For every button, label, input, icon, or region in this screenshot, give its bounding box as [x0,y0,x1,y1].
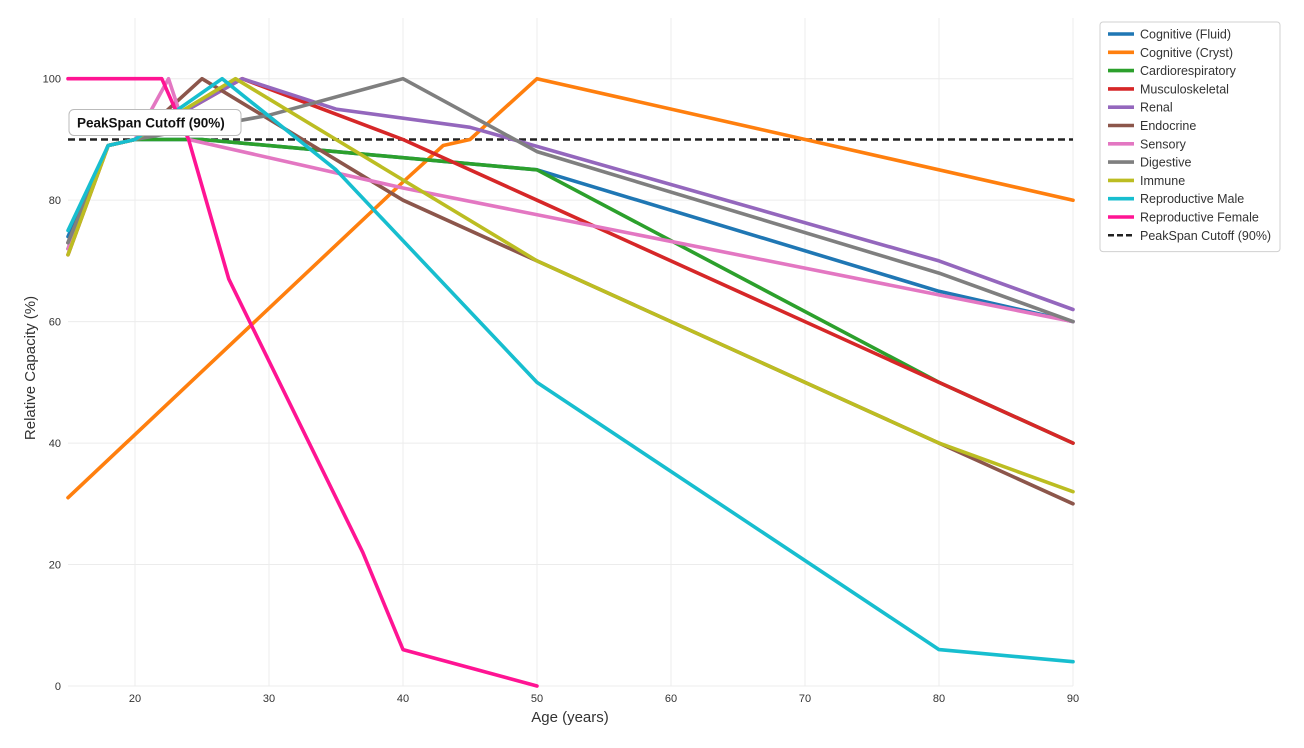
y-axis-label: Relative Capacity (%) [22,296,39,440]
annotation-box [68,108,242,136]
y-tick-label: 60 [49,317,61,329]
x-tick-label: 50 [531,693,543,705]
legend-label: Cardiorespiratory [1140,64,1237,78]
series-line-reproductive-female [66,76,539,688]
x-tick-label: 80 [933,693,945,705]
x-tick-label: 60 [665,693,677,705]
legend-box [1099,21,1281,253]
series-line-cognitive-cryst [66,76,1075,500]
x-axis-label: Age (years) [531,709,609,726]
legend-label: Endocrine [1140,119,1196,133]
y-tick-label: 80 [49,195,61,207]
x-tick-label: 90 [1067,693,1079,705]
legend-label: Digestive [1140,156,1191,170]
grid [68,18,1074,687]
legend-label: Reproductive Male [1140,192,1244,206]
x-tick-label: 40 [397,693,409,705]
y-tick-label: 20 [49,560,61,572]
legend-label: Renal [1140,101,1173,115]
y-tick-label: 40 [49,438,61,450]
legend-label: Musculoskeletal [1140,82,1229,96]
legend-label: Cognitive (Cryst) [1140,46,1233,60]
annotations: PeakSpan Cutoff (90%) [68,108,242,136]
legend-label: Reproductive Female [1140,211,1259,225]
series-line-reproductive-male [66,76,1075,664]
legend-label: Cognitive (Fluid) [1140,28,1231,42]
x-tick-label: 30 [263,693,275,705]
legend-label: PeakSpan Cutoff (90%) [1140,229,1271,243]
axes: Age (years) Relative Capacity (%) 20 30 40… [22,74,1079,726]
x-tick-label: 20 [129,693,141,705]
x-tick-label: 70 [799,693,811,705]
legend-label: Immune [1140,174,1185,188]
series-lines [66,76,1075,688]
y-tick-label: 0 [55,681,61,693]
legend-label: Sensory [1140,137,1187,151]
annotation-text: PeakSpan Cutoff (90%) [77,115,225,130]
legend: Cognitive (Fluid) Cognitive (Cryst) Cardio… [1099,21,1281,253]
y-tick-label: 100 [43,74,61,86]
